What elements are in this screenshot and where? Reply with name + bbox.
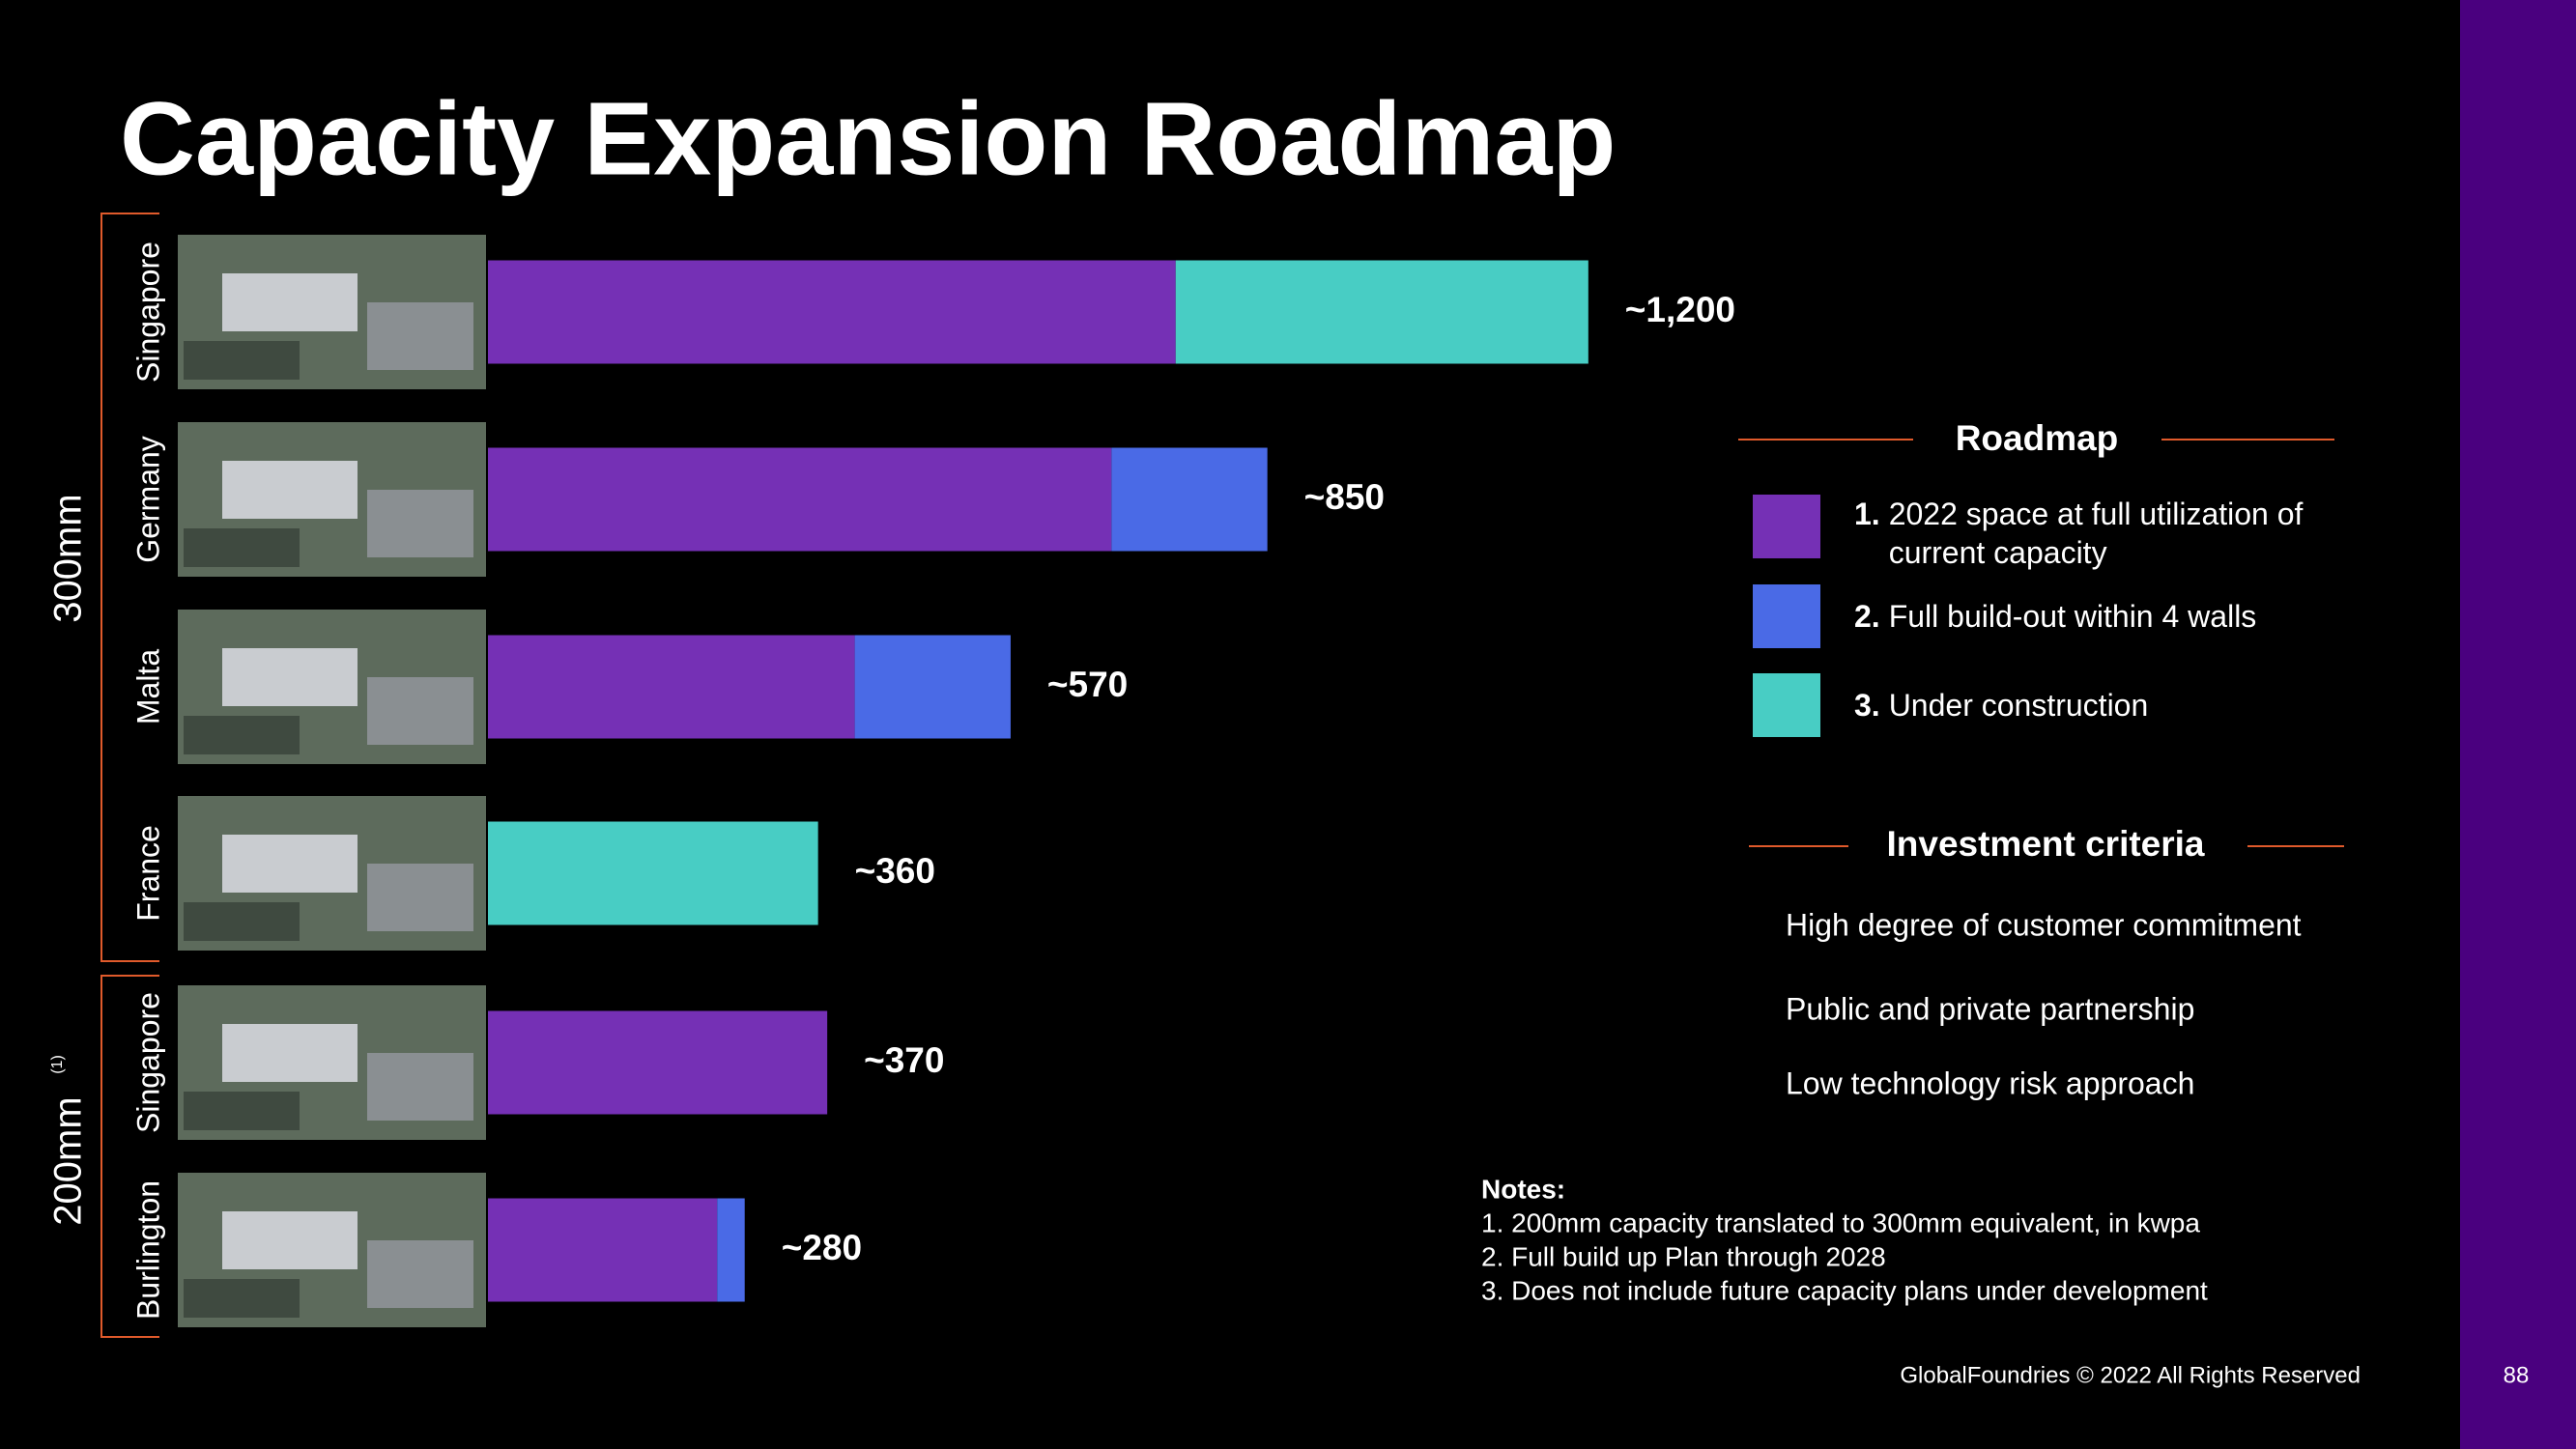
legend-label: Full build-out within 4 walls (1888, 599, 2257, 634)
legend-number: 3. (1854, 688, 1880, 723)
category-label: Singapore (130, 992, 165, 1133)
photo-detail (184, 716, 300, 754)
bar-segment (854, 635, 1011, 739)
total-label: ~280 (782, 1228, 862, 1267)
title: Capacity Expansion Roadmap (120, 80, 1616, 197)
photo-detail (367, 1053, 473, 1121)
total-label: ~850 (1304, 477, 1385, 517)
photo-detail (222, 835, 358, 893)
side-strip (2460, 0, 2576, 1449)
page-number: 88 (2504, 1362, 2530, 1388)
group-label: 200mm (47, 1096, 90, 1225)
note-item: 1. 200mm capacity translated to 300mm eq… (1481, 1208, 2200, 1237)
bar-segment (717, 1198, 745, 1302)
photo-detail (367, 864, 473, 931)
photo-detail (222, 1024, 358, 1082)
legend-swatch (1753, 584, 1820, 648)
legend-swatch (1753, 495, 1820, 558)
criteria-title: Investment criteria (1886, 824, 2204, 864)
legend-entry: 2. Full build-out within 4 walls (1854, 597, 2357, 636)
photo-detail (222, 461, 358, 519)
photo-detail (222, 648, 358, 706)
criteria-item: High degree of customer commitment (1786, 907, 2302, 942)
photo-detail (367, 490, 473, 557)
category-label: Malta (130, 649, 165, 724)
photo-detail (184, 341, 300, 380)
bar-segment (488, 260, 1176, 364)
bar-segment (488, 821, 818, 925)
bar-segment (488, 1198, 718, 1302)
legend-text: 3. Under construction (1854, 686, 2357, 724)
photo-detail (222, 273, 358, 331)
criteria-item: Public and private partnership (1786, 991, 2194, 1026)
total-label: ~370 (864, 1040, 944, 1080)
note-item: 2. Full build up Plan through 2028 (1481, 1241, 1886, 1271)
photo-detail (367, 1240, 473, 1308)
group-note: (1) (49, 1055, 66, 1074)
photo-detail (184, 902, 300, 941)
legend-entry: 3. Under construction (1854, 686, 2357, 724)
category-label: France (130, 825, 165, 922)
legend-entry: 1. 2022 space at full utilization of curr… (1854, 495, 2357, 572)
bar-segment (1175, 260, 1589, 364)
total-label: ~360 (855, 851, 935, 891)
bar-segment (488, 635, 855, 739)
photo-detail (184, 528, 300, 567)
legend-number: 2. (1854, 599, 1880, 634)
legend-swatch (1753, 673, 1820, 737)
legend-label: Under construction (1888, 688, 2149, 723)
photo-detail (184, 1092, 300, 1130)
total-label: ~570 (1047, 665, 1128, 704)
criteria-item: Low technology risk approach (1786, 1065, 2194, 1100)
category-label: Germany (130, 436, 165, 563)
notes-title: Notes: (1481, 1174, 1565, 1204)
total-label: ~1,200 (1625, 290, 1735, 329)
note-item: 3. Does not include future capacity plan… (1481, 1275, 2208, 1305)
group-bracket (100, 213, 159, 962)
bar-segment (488, 1010, 828, 1115)
legend-text: 2. Full build-out within 4 walls (1854, 597, 2357, 636)
bar-segment (488, 447, 1112, 552)
bar-segment (1111, 447, 1268, 552)
legend-label: 2022 space at full utilization of curren… (1888, 497, 2304, 570)
group-label: 300mm (47, 494, 90, 622)
footer: GlobalFoundries © 2022 All Rights Reserv… (1900, 1362, 2361, 1388)
photo-detail (367, 302, 473, 370)
photo-detail (367, 677, 473, 745)
legend-title: Roadmap (1956, 418, 2119, 458)
photo-detail (222, 1211, 358, 1269)
category-label: Singapore (130, 242, 165, 383)
category-label: Burlington (130, 1180, 165, 1320)
group-bracket (100, 975, 159, 1338)
legend-number: 1. (1854, 497, 1880, 531)
legend-text: 1. 2022 space at full utilization of curr… (1854, 495, 2357, 572)
photo-detail (184, 1279, 300, 1318)
